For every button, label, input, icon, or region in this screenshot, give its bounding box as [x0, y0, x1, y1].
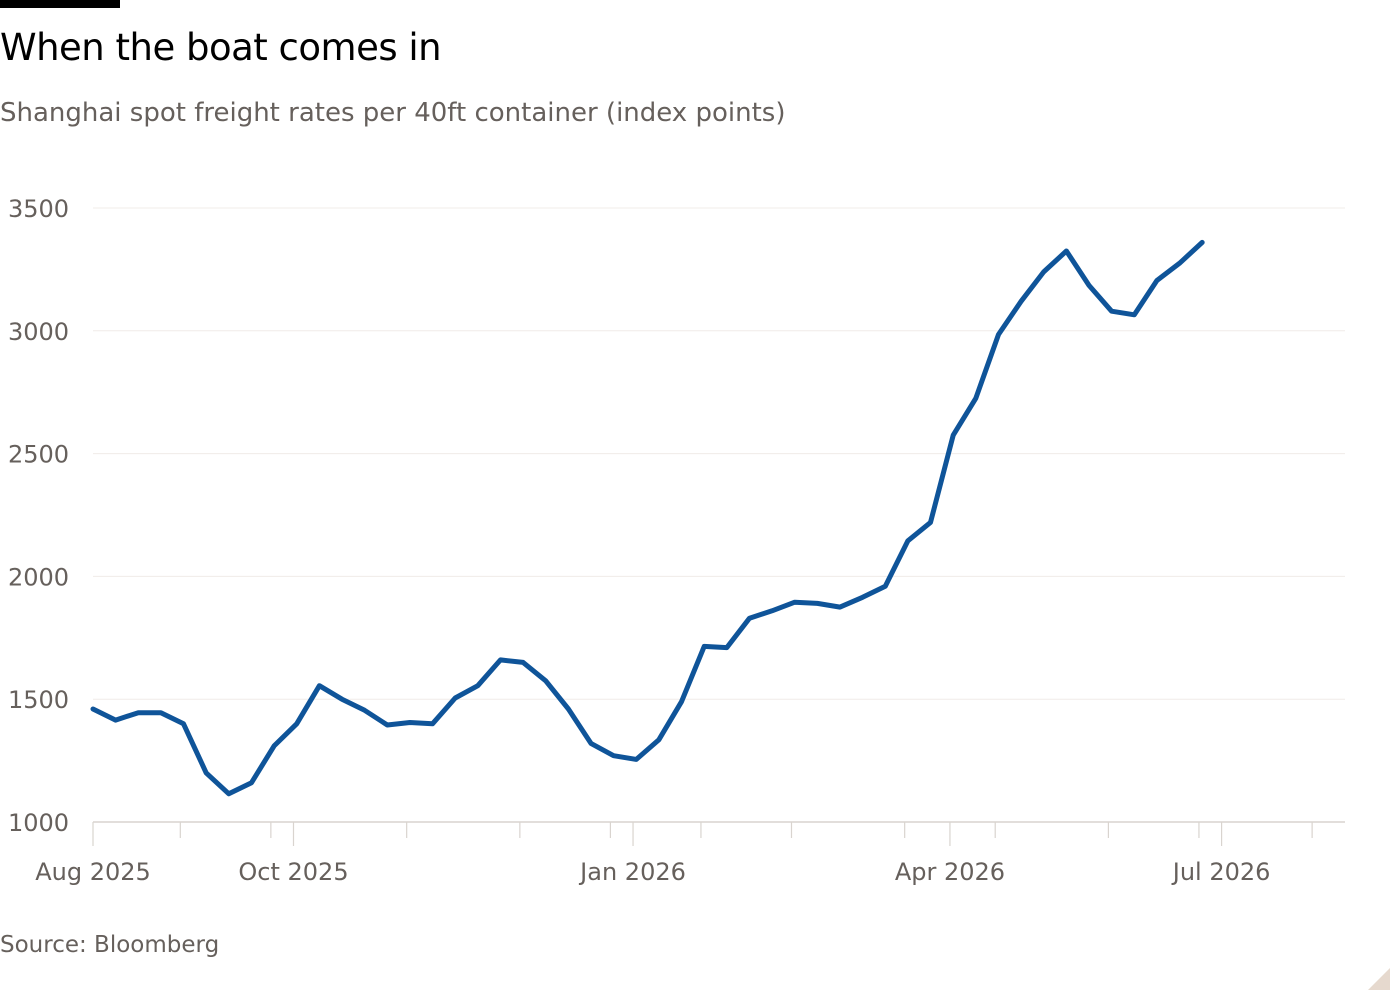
y-tick-label: 2500: [8, 441, 69, 469]
x-axis: Aug 2025 Oct 2025 Jan 2026 Apr 2026 Jul 2026: [35, 822, 1313, 886]
x-tick-label: Jan 2026: [578, 858, 686, 886]
y-tick-label: 2000: [8, 563, 69, 591]
y-tick-label: 3000: [8, 318, 69, 346]
x-tick-label: Jul 2026: [1171, 858, 1271, 886]
y-tick-label: 3500: [8, 195, 69, 223]
x-tick-label: Aug 2025: [35, 858, 151, 886]
y-tick-label: 1500: [8, 686, 69, 714]
top-rule: [0, 0, 120, 8]
y-tick-label: 1000: [8, 809, 69, 837]
gridlines: [93, 207, 1345, 823]
source-note: Source: Bloomberg: [0, 932, 220, 958]
chart-title: When the boat comes in: [0, 26, 442, 69]
corner-mark: [1368, 968, 1390, 990]
x-tick-label: Apr 2026: [895, 858, 1005, 886]
chart-subtitle: Shanghai spot freight rates per 40ft con…: [0, 98, 786, 128]
x-tick-label: Oct 2025: [238, 858, 348, 886]
series-line: [90, 239, 1205, 797]
y-axis-ticks: 1000 1500 2000 2500 3000 3500: [8, 195, 69, 837]
series-line-path: [90, 239, 1205, 797]
